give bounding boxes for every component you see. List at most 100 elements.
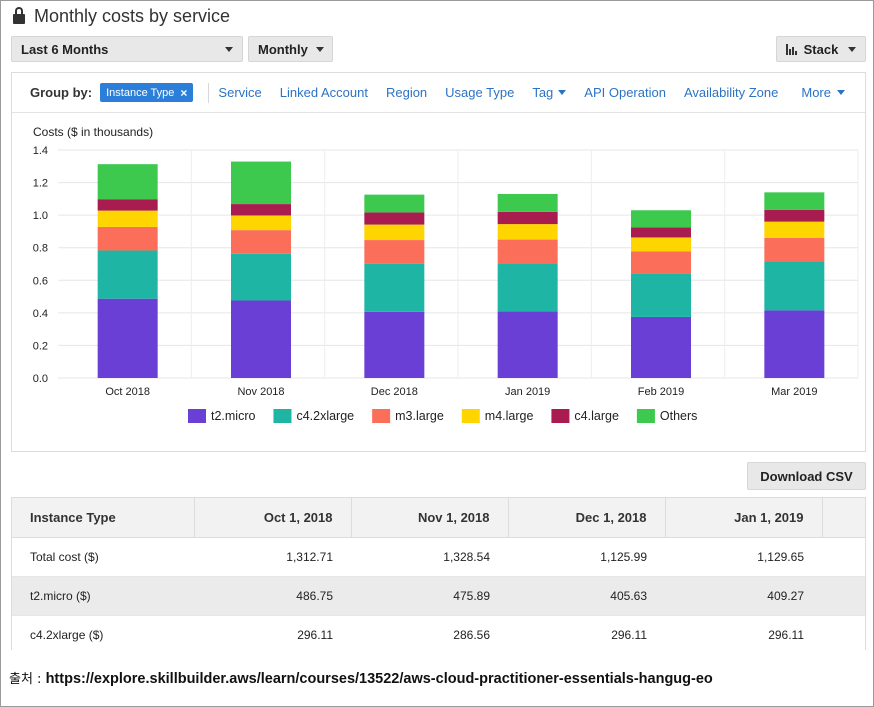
date-range-select[interactable]: Last 6 Months	[11, 36, 243, 62]
column-header[interactable]: Jan 1, 2019	[665, 498, 823, 538]
table-cell: 405.63	[508, 576, 665, 616]
group-by-availability-zone[interactable]: Availability Zone	[683, 85, 779, 100]
chevron-down-icon	[315, 46, 324, 52]
bar-segment	[631, 227, 691, 238]
bar-segment	[364, 212, 425, 225]
table-cell: 296.11	[194, 615, 351, 650]
bar-segment	[497, 224, 558, 240]
active-group-chip-label: Instance Type	[106, 86, 175, 99]
source-label: 출처 :	[9, 672, 46, 687]
legend-label: c4.large	[574, 409, 619, 423]
source-url: https://explore.skillbuilder.aws/learn/c…	[45, 671, 713, 687]
x-tick-label: Mar 2019	[771, 386, 817, 398]
date-range-label: Last 6 Months	[21, 41, 109, 57]
bar-segment	[231, 253, 291, 301]
group-by-usage-type[interactable]: Usage Type	[445, 85, 515, 100]
column-header[interactable]: Dec 1, 2018	[508, 498, 666, 538]
row-label: t2.micro ($)	[12, 576, 194, 616]
source-credit: 출처 : https://explore.skillbuilder.aws/le…	[9, 668, 713, 687]
cost-table: Instance Type Oct 1, 2018 Nov 1, 2018 De…	[11, 497, 866, 650]
bar-segment	[97, 298, 158, 378]
bar-segment	[364, 194, 425, 213]
table-cell: 1,312.71	[194, 537, 351, 577]
group-by-region[interactable]: Region	[385, 85, 428, 100]
column-header[interactable]: Nov 1, 2018	[351, 498, 509, 538]
table-cell: 296.11	[508, 615, 665, 650]
table-cell: 296.11	[665, 615, 822, 650]
y-tick-label: 0.6	[33, 275, 48, 287]
table-cell: 1,328.54	[351, 537, 508, 577]
legend-swatch	[551, 409, 570, 423]
y-tick-label: 1.4	[33, 145, 48, 157]
granularity-label: Monthly	[258, 41, 308, 57]
x-tick-label: Oct 2018	[105, 386, 150, 398]
bar-segment	[231, 161, 291, 205]
bar-segment	[764, 209, 825, 222]
legend-label: m4.large	[485, 409, 534, 423]
bar-segment	[497, 311, 558, 378]
legend-swatch	[188, 409, 206, 423]
table-cell-empty	[822, 576, 865, 616]
table-header-row: Instance Type Oct 1, 2018 Nov 1, 2018 De…	[12, 498, 865, 538]
group-by-linked-account[interactable]: Linked Account	[279, 85, 368, 100]
table-row: t2.micro ($) 486.75 475.89 405.63 409.27	[12, 576, 865, 616]
x-tick-label: Dec 2018	[371, 386, 418, 398]
bar-segment	[764, 237, 825, 262]
download-csv-button[interactable]: Download CSV	[747, 462, 866, 490]
chart-panel: Group by: Instance Type × Service Linked…	[11, 72, 866, 452]
table-cell: 1,129.65	[665, 537, 822, 577]
bar-segment	[764, 310, 825, 378]
y-axis-label: Costs ($ in thousands)	[33, 125, 153, 139]
chevron-down-icon	[837, 90, 845, 95]
group-by-more[interactable]: More	[801, 85, 845, 100]
group-by-tag[interactable]: Tag	[532, 85, 567, 100]
chevron-down-icon	[225, 46, 233, 52]
legend-label: m3.large	[395, 409, 444, 423]
bar-chart-icon	[786, 43, 797, 55]
table-cell: 409.27	[665, 576, 822, 616]
legend-swatch	[636, 409, 655, 423]
column-header-empty	[822, 498, 865, 538]
group-by-api-operation[interactable]: API Operation	[584, 85, 666, 100]
active-group-chip[interactable]: Instance Type ×	[100, 83, 194, 102]
bar-segment	[497, 263, 558, 312]
bar-segment	[497, 211, 558, 225]
chevron-down-icon	[558, 90, 567, 95]
bar-segment	[97, 226, 158, 251]
bar-segment	[364, 224, 425, 241]
bar-segment	[631, 316, 691, 378]
bar-segment	[631, 251, 691, 274]
table-cell-empty	[822, 615, 865, 650]
table-cell: 475.89	[351, 576, 508, 616]
table-cell: 486.75	[194, 576, 351, 616]
page-title: Monthly costs by service	[34, 5, 231, 26]
bar-segment	[97, 250, 158, 299]
chart-style-select[interactable]: Stack	[776, 36, 866, 62]
group-by-tag-label: Tag	[532, 85, 554, 100]
bar-segment	[631, 237, 691, 252]
legend-swatch	[273, 409, 292, 423]
close-icon[interactable]: ×	[180, 85, 188, 100]
cost-chart: Costs ($ in thousands) 0.0 0.2 0.4 0.6 0.8 1.0…	[33, 125, 859, 423]
row-label: c4.2xlarge ($)	[12, 615, 194, 650]
bar-segment	[497, 239, 558, 264]
y-tick-label: 0.0	[33, 373, 48, 385]
legend-swatch	[372, 409, 391, 423]
y-tick-label: 0.4	[33, 308, 48, 320]
group-by-bar: Group by: Instance Type × Service Linked…	[12, 73, 865, 113]
legend-label: c4.2xlarge	[296, 409, 354, 423]
group-by-service[interactable]: Service	[218, 85, 262, 100]
column-header[interactable]: Oct 1, 2018	[194, 498, 352, 538]
table-cell: 286.56	[351, 615, 508, 650]
bar-segment	[764, 221, 825, 238]
y-tick-label: 1.2	[33, 178, 48, 190]
page-header: Monthly costs by service	[12, 4, 230, 28]
y-tick-label: 1.0	[33, 210, 48, 222]
table-cell-empty	[822, 537, 865, 577]
bar-segment	[764, 261, 825, 311]
divider	[208, 82, 210, 103]
granularity-select[interactable]: Monthly	[248, 36, 333, 62]
bar-segment	[97, 210, 158, 227]
column-header[interactable]: Instance Type	[12, 498, 195, 538]
legend-swatch	[461, 409, 480, 423]
